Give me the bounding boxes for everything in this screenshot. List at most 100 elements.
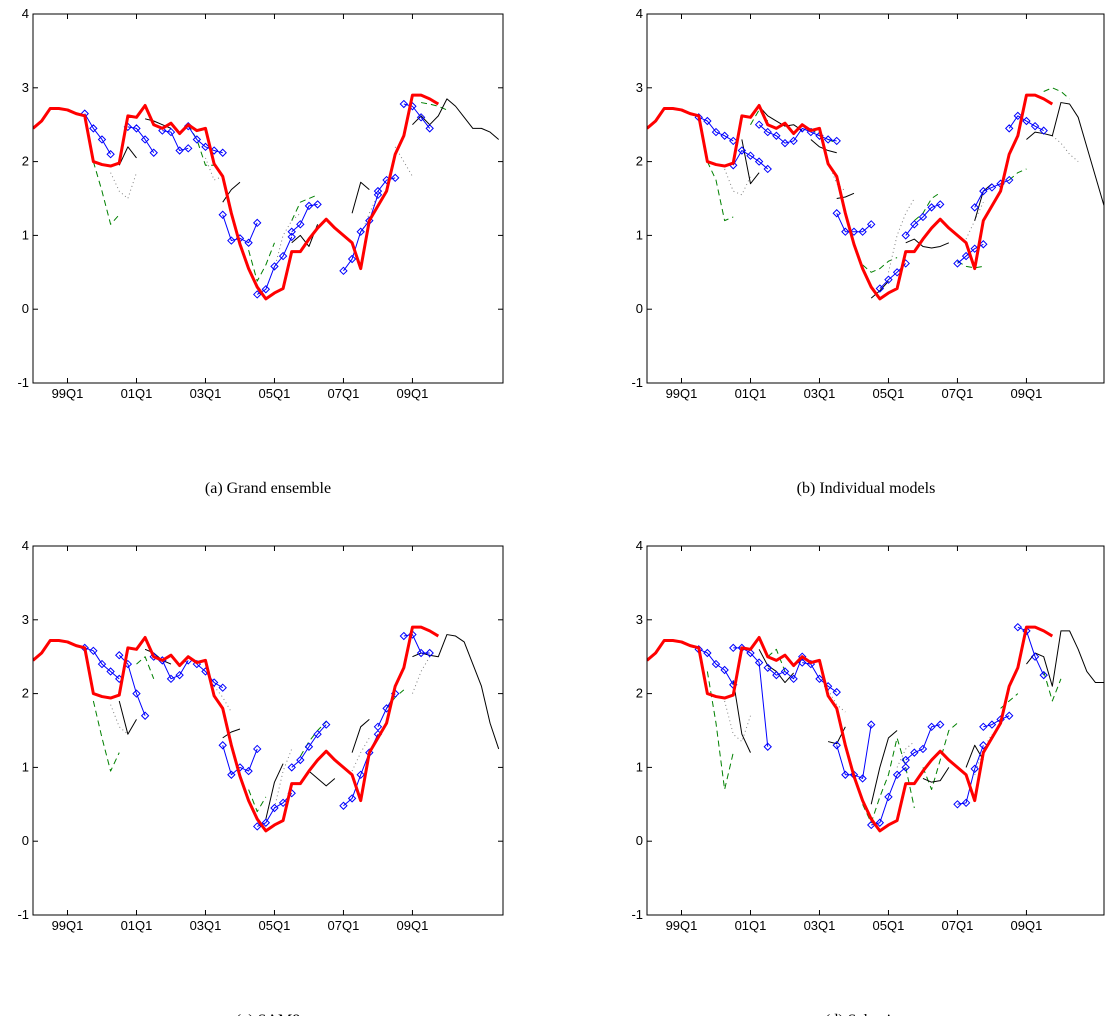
y-tick-label: 1 xyxy=(636,759,643,774)
diamond-marker xyxy=(780,667,790,676)
diamond-marker xyxy=(927,722,936,732)
diamond-marker xyxy=(979,722,988,732)
diamond-marker xyxy=(910,220,919,229)
y-tick-label: 0 xyxy=(636,301,643,316)
plot-lines xyxy=(647,87,1104,301)
diamond-marker xyxy=(936,200,945,209)
forecast-line xyxy=(412,98,500,140)
plot-frame xyxy=(32,13,504,384)
actual-line xyxy=(647,625,1054,833)
x-tick-label: 99Q1 xyxy=(52,918,84,933)
diamond-marker xyxy=(149,652,158,661)
forecast-line xyxy=(922,722,958,791)
x-tick-label: 03Q1 xyxy=(190,386,222,401)
panel: -1 0 1 2 3 4 99Q1 01Q1 03Q1 05Q1 07Q1 09Q1 (a) Grand… xyxy=(17,6,504,497)
diamond-marker xyxy=(373,190,383,200)
diamond-marker xyxy=(798,658,807,667)
x-tick-label: 07Q1 xyxy=(328,386,360,401)
forecast-line-markers xyxy=(836,213,872,233)
diamond-marker xyxy=(347,254,357,264)
forecast-line xyxy=(758,105,803,132)
forecast-line xyxy=(273,748,293,809)
actual-line xyxy=(33,625,440,833)
diamond-marker xyxy=(149,148,158,157)
diamond-marker xyxy=(711,659,721,669)
diamond-marker xyxy=(339,266,348,276)
diamond-marker xyxy=(373,186,383,196)
diamond-marker xyxy=(987,183,997,192)
forecast-line xyxy=(922,767,950,783)
diamond-marker xyxy=(97,135,107,144)
plot-area xyxy=(33,546,503,915)
forecast-line xyxy=(870,280,889,299)
y-tick-label: 4 xyxy=(636,538,643,553)
diamond-marker xyxy=(720,665,729,675)
forecast-line-markers xyxy=(343,194,379,272)
diamond-marker xyxy=(304,201,314,211)
diamond-marker xyxy=(140,135,150,144)
diamond-marker xyxy=(953,800,962,809)
diamond-marker xyxy=(953,259,962,268)
diamond-marker xyxy=(754,658,764,667)
forecast-line xyxy=(1043,671,1062,702)
diamond-marker xyxy=(1039,670,1048,680)
diamond-marker xyxy=(815,674,824,684)
panel: -1 0 1 2 3 4 99Q1 01Q1 03Q1 05Q1 07Q1 09Q1 (d) Selec… xyxy=(631,538,1105,1016)
diamond-marker xyxy=(313,729,322,739)
x-tick-label: 05Q1 xyxy=(259,386,291,401)
plot-lines xyxy=(33,93,500,301)
diamond-marker xyxy=(390,173,400,183)
diamond-marker xyxy=(987,720,997,729)
diamond-marker xyxy=(711,127,721,137)
diamond-marker xyxy=(729,136,738,146)
y-tick-label: 0 xyxy=(636,833,643,848)
diamond-marker xyxy=(703,648,712,658)
forecast-line xyxy=(1008,168,1027,181)
x-tick-label: 01Q1 xyxy=(735,918,767,933)
diamond-marker xyxy=(841,770,850,779)
diamond-marker xyxy=(746,648,755,658)
forecast-line xyxy=(222,728,241,739)
diamond-marker xyxy=(425,124,434,133)
diamond-marker xyxy=(313,200,322,209)
x-tick-label: 03Q1 xyxy=(804,386,836,401)
forecast-line xyxy=(144,648,172,665)
forecast-line xyxy=(92,161,120,225)
diamond-marker xyxy=(961,251,971,261)
y-tick-label: 3 xyxy=(22,612,29,627)
x-tick-label: 03Q1 xyxy=(804,918,836,933)
diamond-marker xyxy=(399,631,409,641)
y-tick-label: 3 xyxy=(636,612,643,627)
forecast-line xyxy=(1026,630,1104,687)
forecast-line xyxy=(741,139,760,185)
diamond-marker xyxy=(218,210,227,219)
diamond-marker xyxy=(875,284,885,293)
y-tick-label: -1 xyxy=(631,907,643,922)
diamond-marker xyxy=(970,764,979,774)
x-tick-label: 01Q1 xyxy=(735,386,767,401)
diamond-marker xyxy=(970,203,979,212)
y-tick-label: 3 xyxy=(636,80,643,95)
diamond-marker xyxy=(253,290,262,299)
x-tick-label: 05Q1 xyxy=(259,918,291,933)
diamond-marker xyxy=(253,822,262,831)
diamond-marker xyxy=(754,120,764,129)
x-tick-label: 05Q1 xyxy=(873,386,905,401)
forecast-line xyxy=(248,789,267,813)
diamond-marker xyxy=(416,648,426,658)
plot-frame xyxy=(646,13,1105,384)
diamond-marker xyxy=(798,652,807,661)
plot-frame xyxy=(646,545,1105,916)
diamond-marker xyxy=(1004,124,1014,133)
x-tick-label: 03Q1 xyxy=(190,918,222,933)
y-tick-label: 2 xyxy=(22,686,29,701)
y-tick-label: 0 xyxy=(22,301,29,316)
forecast-line xyxy=(905,238,950,249)
forecast-line xyxy=(827,689,846,713)
diamond-marker xyxy=(832,209,841,218)
diamond-marker xyxy=(244,766,253,776)
diamond-marker xyxy=(287,763,296,772)
x-tick-label: 99Q1 xyxy=(666,918,698,933)
x-tick-label: 07Q1 xyxy=(328,918,360,933)
